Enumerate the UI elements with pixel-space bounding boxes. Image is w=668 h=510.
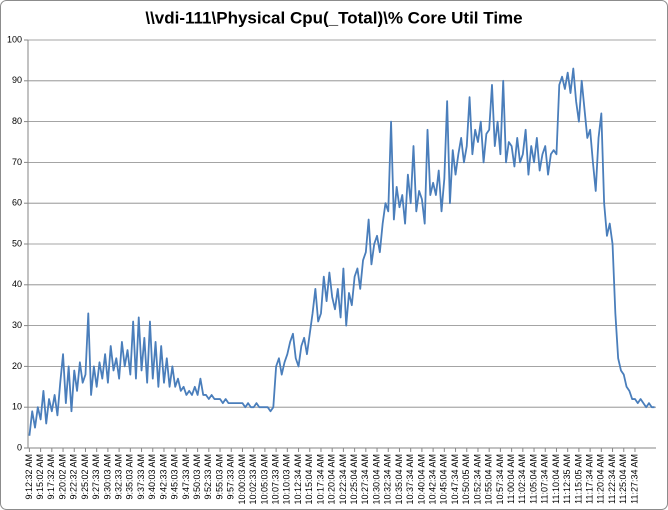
- chart-title: \\vdi-111\Physical Cpu(_Total)\% Core Ut…: [145, 8, 522, 27]
- x-tick-label: 10:25:04 AM: [349, 454, 359, 505]
- y-tick-label: 80: [12, 116, 22, 126]
- x-tick-label: 10:35:04 AM: [394, 454, 404, 505]
- y-tick-label: 20: [12, 361, 22, 371]
- x-tick-label: 10:50:05 AM: [461, 454, 471, 505]
- x-tick-label: 9:32:33 AM: [113, 454, 123, 500]
- x-tick-label: 11:25:04 AM: [618, 454, 628, 504]
- x-tick-label: 10:32:34 AM: [383, 454, 393, 505]
- x-tick-label: 10:55:04 AM: [484, 454, 494, 505]
- x-tick-label: 10:12:34 AM: [293, 454, 303, 505]
- y-tick-label: 60: [12, 198, 22, 208]
- y-tick-label: 90: [12, 75, 22, 85]
- x-tick-label: 11:27:34 AM: [629, 454, 639, 504]
- x-tick-label: 11:10:04 AM: [551, 454, 561, 504]
- x-tick-label: 10:37:34 AM: [405, 454, 415, 505]
- x-tick-label: 10:17:34 AM: [315, 454, 325, 505]
- x-tick-label: 10:02:33 AM: [248, 454, 258, 505]
- y-tick-label: 70: [12, 157, 22, 167]
- x-tick-label: 11:20:04 AM: [596, 454, 606, 504]
- y-tick-label: 40: [12, 279, 22, 289]
- x-tick-label: 9:22:32 AM: [69, 454, 79, 500]
- x-tick-label: 10:22:34 AM: [338, 454, 348, 505]
- x-tick-label: 10:52:34 AM: [472, 454, 482, 505]
- x-tick-label: 9:47:33 AM: [181, 454, 191, 500]
- x-tick-label: 9:12:32 AM: [24, 454, 34, 500]
- y-tick-label: 100: [7, 34, 22, 44]
- x-tick-label: 10:40:04 AM: [416, 454, 426, 505]
- x-tick-label: 11:12:35 AM: [562, 454, 572, 504]
- x-tick-label: 9:57:33 AM: [226, 454, 236, 500]
- x-tick-label: 9:37:33 AM: [136, 454, 146, 500]
- x-tick-label: 9:40:03 AM: [147, 454, 157, 500]
- x-tick-label: 11:15:05 AM: [573, 454, 583, 504]
- x-tick-label: 9:27:33 AM: [91, 454, 101, 500]
- y-tick-label: 0: [17, 442, 22, 452]
- data-line: [28, 67, 655, 436]
- x-tick-label: 9:15:02 AM: [35, 454, 45, 500]
- x-tick-label: 9:55:03 AM: [214, 454, 224, 500]
- x-tick-label: 9:25:02 AM: [80, 454, 90, 500]
- x-tick-label: 9:30:03 AM: [102, 454, 112, 500]
- x-tick-label: 10:57:34 AM: [495, 454, 505, 505]
- x-tick-label: 11:05:04 AM: [528, 454, 538, 504]
- x-tick-label: 10:10:03 AM: [282, 454, 292, 505]
- x-tick-label: 10:30:04 AM: [371, 454, 381, 505]
- x-tick-label: 11:17:34 AM: [584, 454, 594, 504]
- x-tick-label: 11:02:34 AM: [517, 454, 527, 504]
- x-tick-label: 10:05:03 AM: [259, 454, 269, 505]
- x-tick-label: 10:45:04 AM: [439, 454, 449, 505]
- x-tick-label: 10:20:04 AM: [327, 454, 337, 505]
- x-tick-label: 10:27:34 AM: [360, 454, 370, 505]
- x-tick-label: 9:42:33 AM: [158, 454, 168, 500]
- x-tick-label: 10:42:34 AM: [427, 454, 437, 505]
- x-tick-label: 10:00:03 AM: [237, 454, 247, 505]
- x-tick-label: 9:17:32 AM: [46, 454, 56, 500]
- x-tick-label: 10:15:04 AM: [304, 454, 314, 505]
- x-tick-label: 9:52:33 AM: [203, 454, 213, 500]
- x-tick-label: 10:47:34 AM: [450, 454, 460, 505]
- x-tick-label: 9:35:03 AM: [125, 454, 135, 500]
- y-tick-label: 50: [12, 238, 22, 248]
- x-tick-label: 11:07:34 AM: [540, 454, 550, 504]
- y-tick-label: 30: [12, 320, 22, 330]
- x-tick-label: 11:00:04 AM: [506, 454, 516, 504]
- x-tick-label: 11:22:34 AM: [607, 454, 617, 504]
- y-tick-label: 10: [12, 402, 22, 412]
- x-tick-label: 9:50:03 AM: [192, 454, 202, 500]
- x-tick-label: 9:20:02 AM: [57, 454, 67, 500]
- x-tick-label: 10:07:33 AM: [270, 454, 280, 505]
- x-tick-label: 9:45:03 AM: [170, 454, 180, 500]
